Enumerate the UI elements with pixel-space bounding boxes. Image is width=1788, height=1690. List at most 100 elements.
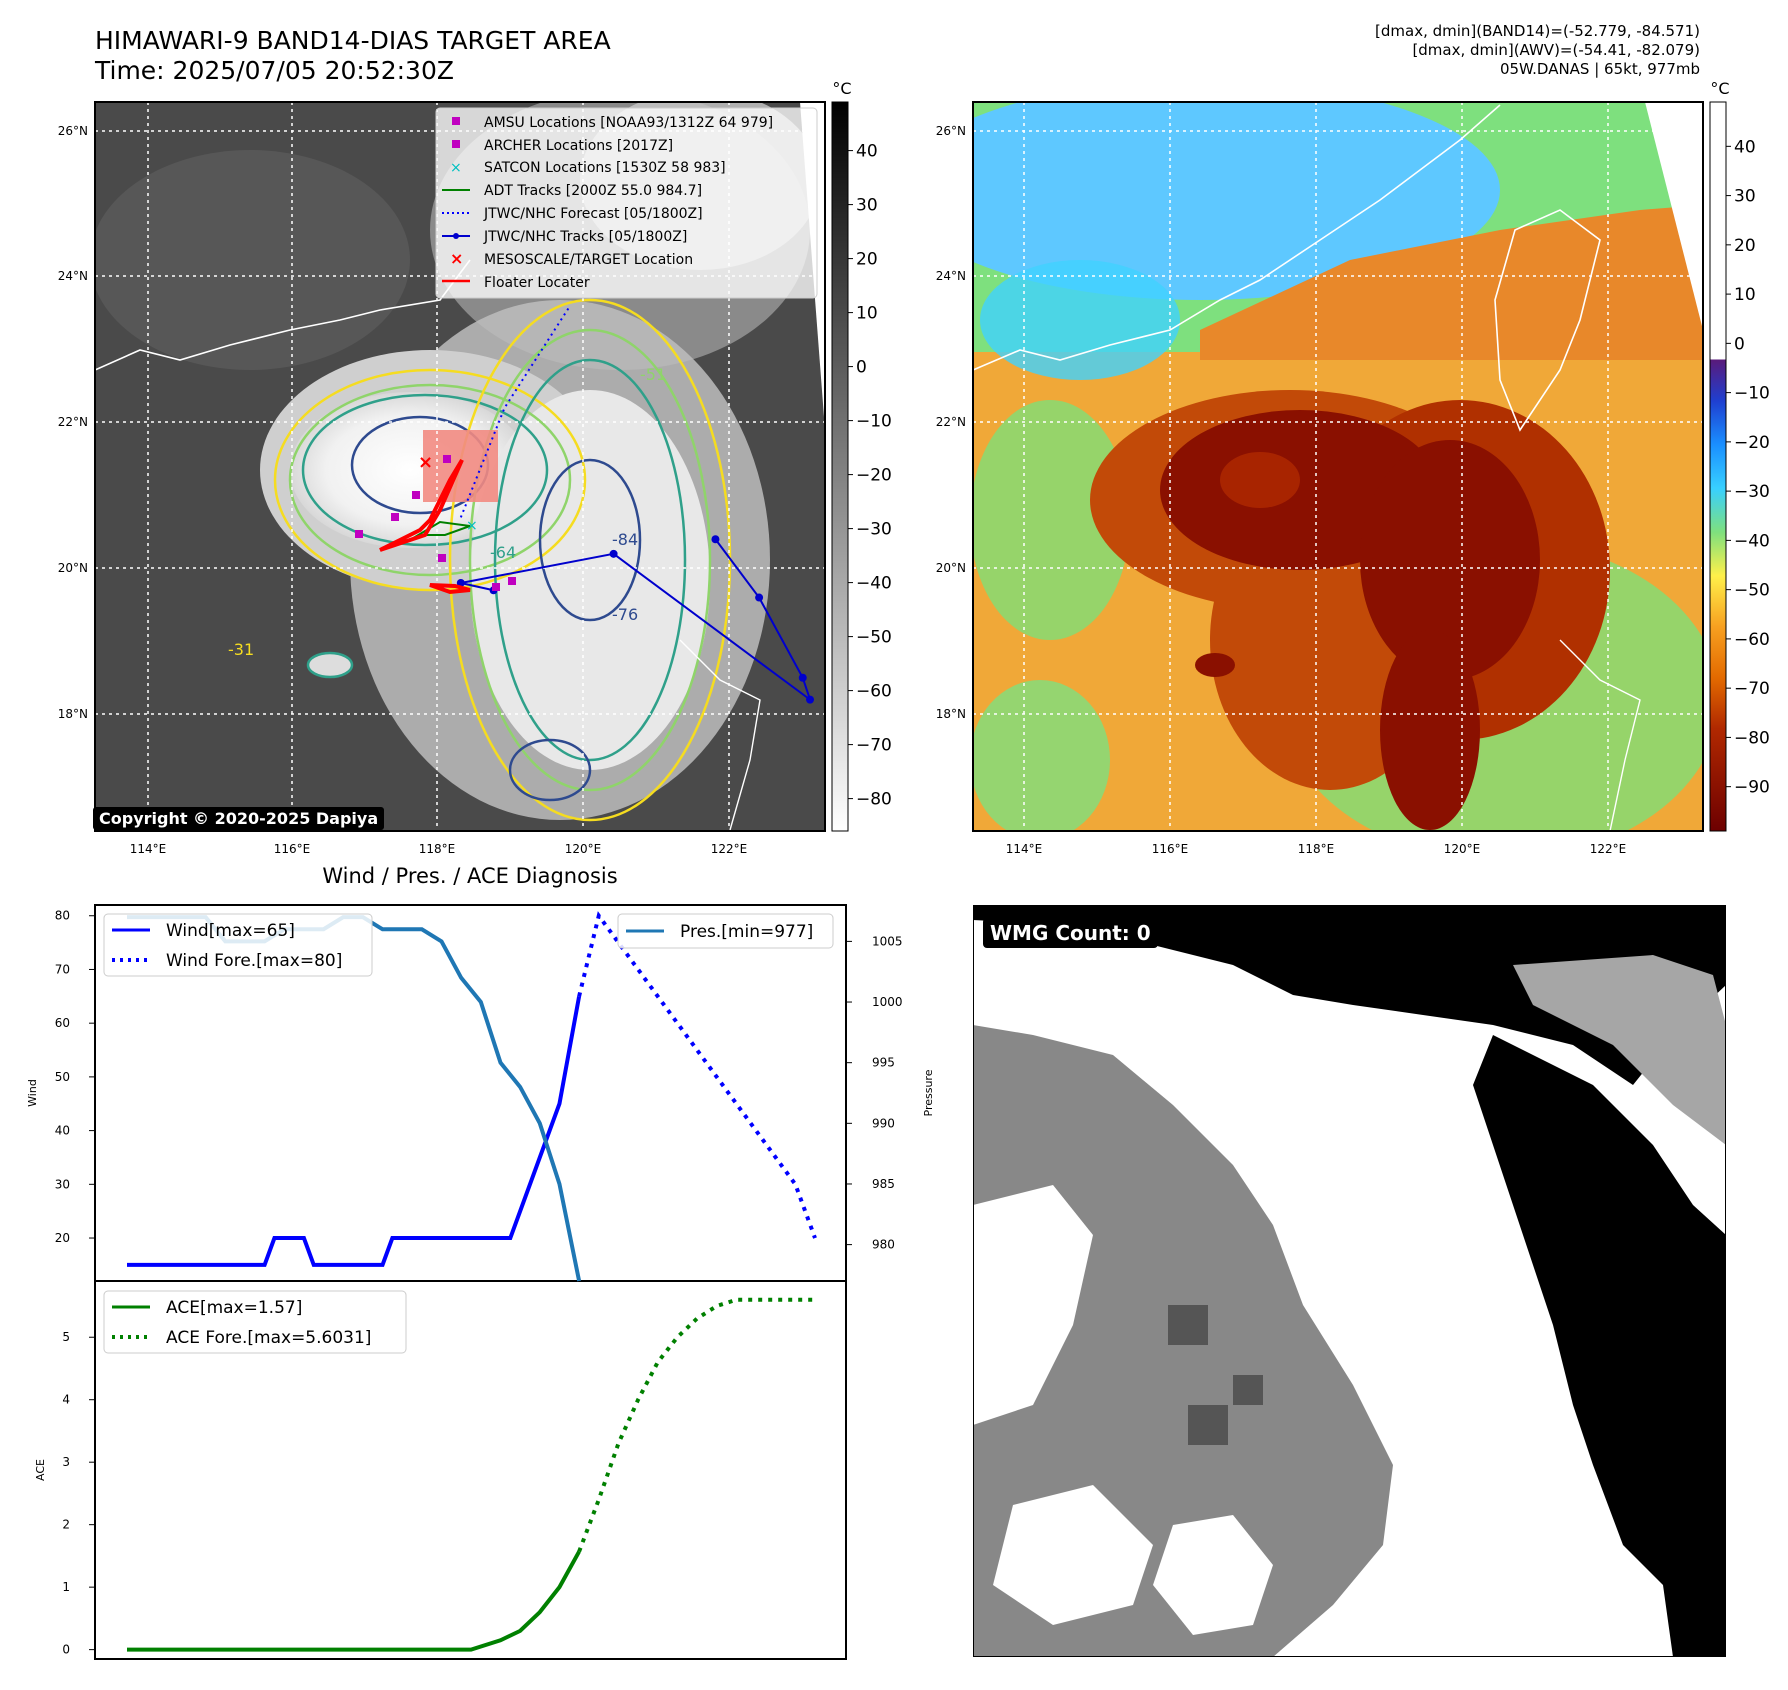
- contour-label-64: -64: [490, 543, 516, 562]
- colorbar-band14-unit: °C: [832, 79, 851, 98]
- mesoscale-target-marker: ×: [418, 452, 433, 473]
- svg-text:×: ×: [450, 160, 462, 176]
- map1-legend: × × AMSU Locations [NOAA93/1312Z 64 979]…: [435, 107, 818, 299]
- map2-lon-tick: 114°E: [1006, 842, 1043, 856]
- colorbar-das: [1709, 101, 1727, 832]
- svg-text:×: ×: [450, 249, 463, 268]
- colorbar-band14: [831, 101, 849, 832]
- jtwc-track-point: [798, 673, 807, 682]
- legend-archer: ARCHER Locations [2017Z]: [484, 138, 673, 154]
- ace-ytick-label: 2: [62, 1518, 70, 1532]
- colorbar-das-tick-label: −20: [1734, 433, 1770, 453]
- map2-lon-tick: 120°E: [1444, 842, 1481, 856]
- contour-label-51: -51: [640, 365, 666, 384]
- colorbar-band14-tick-label: −70: [856, 736, 892, 756]
- legend-wind-forecast: Wind Fore.[max=80]: [166, 951, 342, 971]
- legend-floater: Floater Locater: [484, 275, 590, 291]
- colorbar-band14-tick-label: −50: [856, 628, 892, 648]
- wind-forecast-line: [577, 911, 817, 1239]
- info-line2: [dmax, dmin](AWV)=(-54.41, -82.079): [1412, 41, 1700, 59]
- wmg-panel: [973, 905, 1726, 1657]
- colorbar-das-tick-label: 40: [1734, 137, 1756, 157]
- map1-lon-tick: 122°E: [711, 842, 748, 856]
- wind-ytick-label: 60: [55, 1016, 70, 1030]
- colorbar-das-tick-label: −50: [1734, 581, 1770, 601]
- legend-mesoscale: MESOSCALE/TARGET Location: [484, 252, 693, 268]
- map2-lat-tick: 24°N: [936, 269, 966, 283]
- wind-ytick-label: 40: [55, 1124, 70, 1138]
- colorbar-band14-tick-label: 20: [856, 250, 878, 270]
- colorbar-das-tick-label: 10: [1734, 285, 1756, 305]
- legend-ace-forecast: ACE Fore.[max=5.6031]: [166, 1328, 371, 1348]
- wind-ytick-label: 80: [55, 909, 70, 923]
- pressure-ytick-label: 990: [872, 1116, 895, 1130]
- pressure-legend: Pres.[min=977]: [617, 913, 834, 949]
- map1-lat-tick: 20°N: [58, 561, 88, 575]
- das-image: [973, 102, 1703, 831]
- info-line3: 05W.DANAS | 65kt, 977mb: [1499, 60, 1700, 78]
- ace-ytick-label: 0: [62, 1643, 70, 1657]
- ace-ytick-label: 1: [62, 1580, 70, 1594]
- colorbar-band14-tick-label: −80: [856, 790, 892, 810]
- colorbar-das-tick-label: −60: [1734, 630, 1770, 650]
- map1-lat-tick: 24°N: [58, 269, 88, 283]
- pressure-ytick-label: 1005: [872, 934, 903, 948]
- map2-frame: [972, 101, 1704, 832]
- wind-ytick-label: 50: [55, 1070, 70, 1084]
- contour-label-76: -76: [612, 605, 638, 624]
- colorbar-band14-tick-label: 10: [856, 304, 878, 324]
- satcon-marker: ×: [466, 518, 478, 534]
- floater-locater-track: [379, 458, 464, 552]
- map1-lon-tick: 114°E: [130, 842, 167, 856]
- band14-image: × × -31 -51 -64 -76 -84: [95, 102, 825, 831]
- map2-lat-tick: 20°N: [936, 561, 966, 575]
- map2-lon-tick: 118°E: [1298, 842, 1335, 856]
- map2-lat-tick: 26°N: [936, 124, 966, 138]
- map1-lat-tick: 18°N: [58, 707, 88, 721]
- colorbar-das-unit: °C: [1710, 79, 1729, 98]
- ace-forecast-line: [577, 1297, 815, 1553]
- pressure-ylabel: Pressure: [922, 1069, 935, 1116]
- contour-label-31: -31: [228, 640, 254, 659]
- copyright-label: Copyright © 2020-2025 Dapiya: [93, 807, 385, 830]
- map1-lon-tick: 118°E: [419, 842, 456, 856]
- colorbar-das-tick-label: −30: [1734, 482, 1770, 502]
- info-line1: [dmax, dmin](BAND14)=(-52.779, -84.571): [1375, 22, 1700, 40]
- wind-ytick-label: 30: [55, 1177, 70, 1191]
- wind-legend: Wind[max=65] Wind Fore.[max=80]: [103, 913, 373, 977]
- colorbar-band14-tick-label: −40: [856, 574, 892, 594]
- legend-amsu: AMSU Locations [NOAA93/1312Z 64 979]: [484, 115, 773, 131]
- figure-title-line2: Time: 2025/07/05 20:52:30Z: [95, 56, 454, 85]
- diagnosis-charts: 20 30 40 50 60 70 80 980 985 990 995 1000 1005 0 1 2 3…: [26, 904, 935, 1660]
- figure-title-line1: HIMAWARI-9 BAND14-DIAS TARGET AREA: [95, 26, 611, 55]
- map2-lat-tick: 18°N: [936, 707, 966, 721]
- legend-adt: ADT Tracks [2000Z 55.0 984.7]: [484, 183, 702, 199]
- amsu-marker: [355, 530, 363, 538]
- contour-label-84: -84: [612, 530, 638, 549]
- map-panel-band14: × × -31 -51 -64 -76 -84 × × AMSU Locatio…: [58, 79, 1770, 856]
- ace-line: [127, 1550, 581, 1652]
- legend-wind: Wind[max=65]: [166, 921, 295, 941]
- colorbar-band14-tick-label: −10: [856, 412, 892, 432]
- colorbar-das-tick-label: −70: [1734, 679, 1770, 699]
- colorbar-das-tick-label: −10: [1734, 384, 1770, 404]
- pressure-ytick-label: 1000: [872, 995, 903, 1009]
- pressure-ytick-label: 995: [872, 1056, 895, 1070]
- ace-ytick-label: 4: [62, 1393, 70, 1407]
- colorbar-das-tick-label: 30: [1734, 187, 1756, 207]
- colorbar-das-tick-label: 20: [1734, 236, 1756, 256]
- colorbar-das-tick-label: −90: [1734, 778, 1770, 798]
- wind-line: [127, 995, 582, 1267]
- colorbar-band14-tick-label: 0: [856, 358, 867, 378]
- colorbar-band14-tick-label: 30: [856, 196, 878, 216]
- map1-lat-tick: 22°N: [58, 415, 88, 429]
- jtwc-track-point: [755, 593, 764, 602]
- diagnosis-title: Wind / Pres. / ACE Diagnosis: [322, 864, 618, 888]
- wmg-count-badge: WMG Count: 0: [983, 918, 1158, 948]
- jtwc-track-point: [806, 695, 815, 704]
- colorbar-das-tick-label: −40: [1734, 531, 1770, 551]
- ace-legend: ACE[max=1.57] ACE Fore.[max=5.6031]: [103, 1290, 407, 1354]
- wind-ylabel: Wind: [26, 1079, 39, 1107]
- legend-ace: ACE[max=1.57]: [166, 1298, 302, 1318]
- ace-ytick-label: 5: [62, 1330, 70, 1344]
